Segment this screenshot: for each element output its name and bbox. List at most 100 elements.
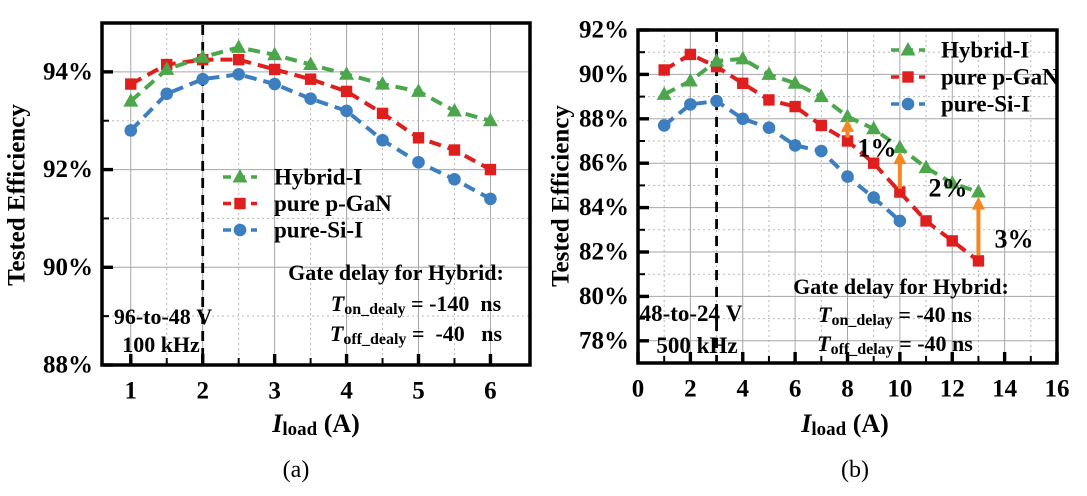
marker bbox=[124, 124, 138, 137]
annotation: Ton_delay = -40 ns bbox=[818, 302, 972, 329]
marker bbox=[894, 186, 906, 198]
marker bbox=[446, 102, 462, 117]
y-tick-label: 86% bbox=[579, 150, 629, 177]
annotation: 100 kHz bbox=[122, 332, 200, 357]
marker bbox=[304, 92, 317, 106]
marker bbox=[412, 132, 425, 144]
marker bbox=[448, 173, 461, 186]
plot-frame bbox=[100, 21, 532, 367]
y-tick-label: 78% bbox=[579, 327, 629, 354]
marker bbox=[232, 169, 248, 183]
annotation: 96-to-48 V bbox=[114, 304, 212, 329]
marker bbox=[902, 71, 914, 83]
marker bbox=[125, 78, 137, 90]
marker bbox=[159, 61, 175, 75]
y-tick-label: 90% bbox=[43, 254, 93, 281]
x-tick-label: 6 bbox=[789, 376, 802, 403]
marker bbox=[970, 184, 986, 198]
marker bbox=[892, 139, 908, 154]
y-tick-label: 92% bbox=[579, 17, 629, 44]
marker bbox=[815, 119, 828, 132]
axis-ticks bbox=[103, 70, 493, 367]
x-tick-label: 8 bbox=[841, 376, 854, 403]
marker bbox=[412, 155, 425, 169]
marker bbox=[160, 87, 174, 101]
legend-label: pure-Si-I bbox=[941, 92, 1030, 117]
marker bbox=[813, 88, 829, 103]
gap-arrow: 3% bbox=[971, 196, 1034, 256]
x-axis-title: Iload (A) bbox=[271, 409, 360, 440]
marker bbox=[735, 50, 751, 65]
marker bbox=[233, 223, 247, 237]
x-tick-label: 6 bbox=[484, 378, 497, 405]
series-line bbox=[129, 72, 492, 201]
y-tick-label: 82% bbox=[579, 239, 629, 266]
marker bbox=[267, 46, 283, 61]
x-tick-label: 2 bbox=[684, 376, 697, 403]
annotation: 500 kHz bbox=[656, 333, 737, 358]
marker bbox=[789, 100, 801, 113]
marker bbox=[657, 119, 671, 132]
annotation: Toff_dealy = -40 ns bbox=[330, 321, 503, 348]
y-tick-label: 84% bbox=[579, 194, 629, 221]
series-hybrid-i bbox=[656, 50, 986, 198]
x-tick-label: 3 bbox=[268, 378, 281, 405]
marker bbox=[737, 77, 749, 89]
marker bbox=[304, 73, 317, 85]
series-pure-si-i bbox=[657, 94, 907, 228]
marker bbox=[234, 197, 246, 210]
series-line bbox=[662, 98, 902, 223]
marker bbox=[375, 76, 391, 90]
x-tick-label: 1 bbox=[125, 378, 138, 405]
x-tick-label: 4 bbox=[340, 378, 353, 405]
gap-label: 1% bbox=[858, 134, 897, 163]
x-tick-label: 14 bbox=[992, 376, 1018, 403]
marker bbox=[484, 192, 497, 206]
marker bbox=[232, 68, 245, 81]
y-tick-label: 92% bbox=[43, 156, 93, 183]
marker bbox=[684, 48, 697, 61]
marker bbox=[867, 191, 880, 204]
marker bbox=[946, 235, 958, 247]
marker bbox=[763, 94, 775, 106]
legend-label: Hybrid-I bbox=[274, 165, 362, 190]
marker bbox=[195, 49, 211, 63]
series-pure-p-gan bbox=[658, 48, 985, 267]
marker bbox=[340, 104, 353, 118]
gap-arrow: 1% bbox=[841, 118, 897, 163]
marker bbox=[231, 39, 247, 53]
annotation: 48-to-24 V bbox=[640, 301, 743, 326]
legend-label: pure p-GaN bbox=[941, 65, 1059, 90]
y-tick-label: 88% bbox=[579, 105, 629, 132]
marker bbox=[762, 121, 776, 134]
marker bbox=[484, 163, 497, 176]
x-tick-label: 4 bbox=[737, 376, 750, 403]
marker bbox=[761, 66, 777, 80]
y-axis-title: Tested Efficiency bbox=[548, 105, 575, 287]
marker bbox=[684, 98, 697, 111]
marker bbox=[944, 175, 960, 189]
y-axis-title: Tested Efficiency bbox=[4, 104, 31, 286]
marker bbox=[841, 135, 854, 147]
axis-ticks bbox=[636, 28, 1059, 362]
y-tick-label: 80% bbox=[579, 283, 629, 310]
marker bbox=[340, 85, 353, 98]
marker bbox=[867, 157, 880, 169]
marker bbox=[710, 94, 723, 108]
x-tick-label: 5 bbox=[412, 378, 425, 405]
marker bbox=[411, 83, 427, 97]
arrow-head bbox=[841, 118, 854, 132]
marker bbox=[448, 144, 461, 156]
y-tick-label: 88% bbox=[43, 352, 93, 379]
y-tick-label: 90% bbox=[579, 61, 629, 88]
marker bbox=[815, 144, 828, 158]
marker bbox=[866, 120, 882, 135]
marker bbox=[658, 64, 670, 76]
marker bbox=[901, 97, 915, 111]
marker bbox=[709, 53, 725, 67]
marker bbox=[268, 63, 281, 76]
